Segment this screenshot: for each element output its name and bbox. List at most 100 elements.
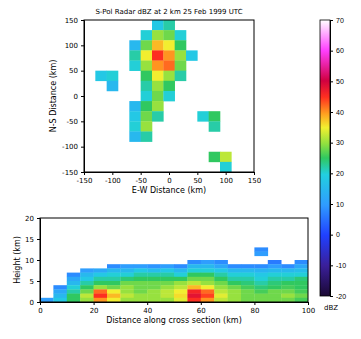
tick-label: 40	[143, 307, 152, 315]
cell	[53, 285, 67, 290]
cell	[295, 273, 308, 278]
cell	[295, 289, 308, 294]
cell	[141, 101, 153, 111]
axis-line	[81, 21, 85, 173]
cell	[67, 281, 81, 286]
cell	[209, 152, 221, 162]
cell	[147, 294, 161, 299]
cell	[201, 268, 215, 273]
plot-frame	[40, 218, 308, 302]
cell	[228, 294, 242, 299]
cell	[120, 289, 134, 294]
tick-mark	[81, 172, 84, 173]
cells	[95, 20, 231, 172]
cell	[94, 273, 108, 278]
cell	[174, 268, 188, 273]
tick-label: -150	[77, 177, 93, 185]
cell	[163, 81, 175, 91]
cell	[220, 152, 232, 162]
cell	[40, 298, 54, 302]
cell	[186, 50, 198, 60]
tick: 150	[248, 172, 261, 185]
cell	[147, 268, 161, 273]
cell	[134, 285, 148, 290]
cell	[214, 285, 228, 290]
cell	[161, 268, 175, 273]
cell	[209, 111, 221, 121]
tick-mark	[81, 45, 84, 46]
cell	[152, 71, 164, 81]
colorbar-title: dBZ	[324, 304, 338, 312]
cell	[152, 81, 164, 91]
cell	[94, 294, 108, 299]
tick-mark	[37, 239, 40, 240]
cell	[161, 281, 175, 286]
cell	[80, 298, 94, 302]
axis: 020406080100	[38, 302, 315, 315]
tick-label: 0	[74, 93, 78, 101]
cell	[141, 91, 153, 101]
y-axis-title: N-S Distance (km)	[49, 60, 58, 133]
cell	[134, 273, 148, 278]
cell	[129, 111, 141, 121]
cell	[201, 285, 215, 290]
tick-label: 15	[25, 236, 34, 244]
cell	[174, 294, 188, 299]
tick-label: -150	[62, 169, 78, 177]
tick-label: 0	[167, 177, 171, 185]
tick: 60	[330, 47, 344, 54]
cell	[129, 121, 141, 131]
cell	[174, 277, 188, 282]
cell	[67, 285, 81, 290]
cell	[152, 61, 164, 71]
cell	[134, 277, 148, 282]
cell	[295, 281, 308, 286]
cell	[254, 285, 268, 290]
cell	[268, 268, 282, 273]
cell	[254, 273, 268, 278]
tick-mark	[112, 172, 113, 175]
tick-mark	[201, 302, 202, 305]
cell	[163, 30, 175, 40]
tick-mark	[197, 172, 198, 175]
cell	[174, 281, 188, 286]
cell	[174, 285, 188, 290]
tick: 150	[65, 17, 84, 25]
tick-label: 0	[336, 231, 340, 238]
tick-mark	[37, 260, 40, 261]
cell	[152, 91, 164, 101]
cell	[254, 277, 268, 282]
cell	[241, 285, 255, 290]
cell	[214, 268, 228, 273]
cell	[187, 268, 201, 273]
tick-label: 150	[248, 177, 261, 185]
cell	[241, 294, 255, 299]
cell	[141, 61, 153, 71]
tick: 70	[330, 17, 344, 24]
cell	[254, 298, 268, 302]
cell	[152, 101, 164, 111]
axis: 05101520	[25, 215, 40, 307]
cell	[174, 264, 188, 269]
cell	[107, 273, 121, 278]
cell	[187, 285, 201, 290]
cell	[187, 281, 201, 286]
tick-label: 50	[69, 67, 78, 75]
cell	[187, 277, 201, 282]
cell	[80, 289, 94, 294]
tick-label: 10	[336, 201, 344, 208]
cell	[147, 264, 161, 269]
tick-label: 10	[25, 257, 34, 265]
cell	[53, 298, 67, 302]
cell	[67, 298, 81, 302]
cell	[268, 260, 282, 265]
tick: 0	[38, 302, 42, 315]
cell	[161, 298, 175, 302]
cell	[241, 277, 255, 282]
cell	[134, 294, 148, 299]
tick-mark	[330, 265, 333, 266]
cell	[214, 277, 228, 282]
cell	[163, 91, 175, 101]
cell	[107, 81, 119, 91]
tick: 5	[30, 278, 40, 286]
